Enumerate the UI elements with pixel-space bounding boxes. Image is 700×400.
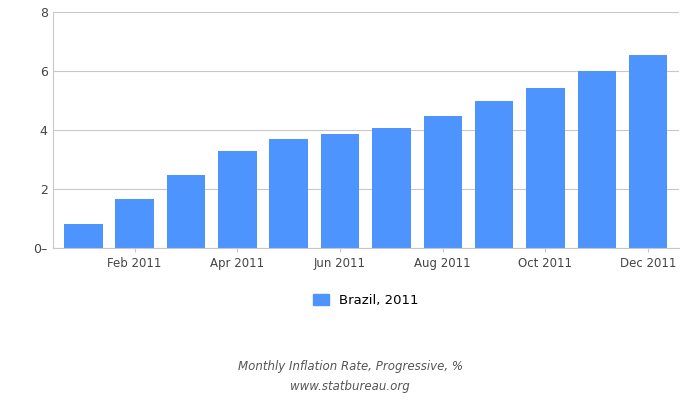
Bar [218, 151, 257, 248]
Bar [64, 224, 103, 248]
Text: Monthly Inflation Rate, Progressive, %: Monthly Inflation Rate, Progressive, % [237, 360, 463, 373]
Bar [116, 199, 154, 248]
Legend: Brazil, 2011: Brazil, 2011 [307, 288, 424, 312]
Bar [475, 101, 513, 248]
Bar [372, 128, 411, 248]
Bar [526, 88, 565, 248]
Bar [321, 134, 359, 248]
Bar [167, 174, 205, 248]
Bar [578, 71, 616, 248]
Bar [270, 138, 308, 248]
Bar [424, 116, 462, 248]
Text: www.statbureau.org: www.statbureau.org [290, 380, 410, 393]
Bar [629, 55, 667, 248]
